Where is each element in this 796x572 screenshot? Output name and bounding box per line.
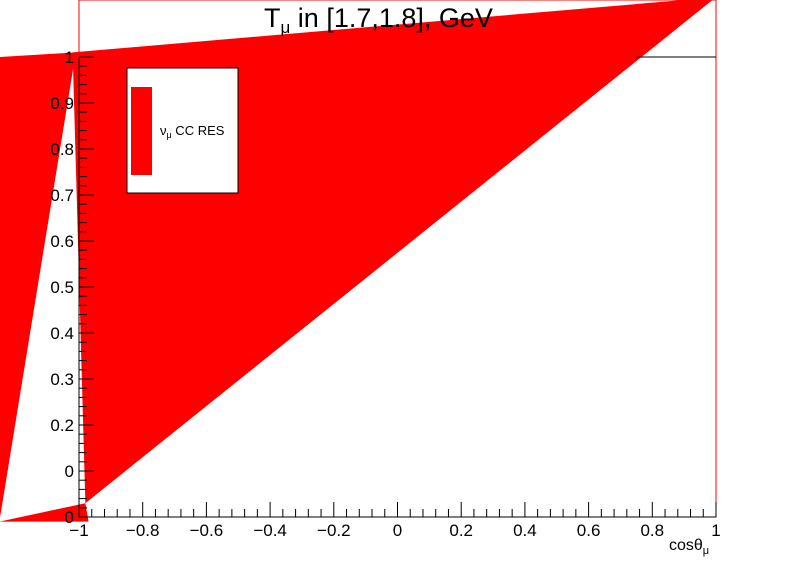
y-tick-label: 0.4 xyxy=(50,324,74,343)
legend: νμ CC RES xyxy=(126,67,239,194)
x-tick-label: 0.4 xyxy=(513,521,537,540)
y-tick-label: 0.7 xyxy=(50,186,74,205)
x-tick-label: −0.6 xyxy=(190,521,224,540)
y-tick-label: 1 xyxy=(65,48,74,67)
y-tick-label: 0.6 xyxy=(50,232,74,251)
y-tick-label: 0 xyxy=(65,462,74,481)
x-axis-label: cosθμ xyxy=(669,537,709,557)
x-tick-label: 0.2 xyxy=(449,521,473,540)
x-tick-label: −1 xyxy=(69,521,88,540)
x-tick-label: −0.2 xyxy=(317,521,351,540)
y-tick-label: 0.8 xyxy=(50,140,74,159)
chart-title: Tμ in [1.7,1.8], GeV xyxy=(264,3,493,37)
y-tick-label: 0.3 xyxy=(50,370,74,389)
series-fills xyxy=(0,0,713,522)
legend-swatch xyxy=(131,87,152,175)
x-tick-label: 1 xyxy=(711,521,720,540)
series-fill-0 xyxy=(0,52,76,518)
y-tick-label: 0.5 xyxy=(50,278,74,297)
y-ticks: 0 0 0.2 0.3 0.4 0.5 0.6 0.7 0.8 0.9 1 xyxy=(50,48,94,527)
x-tick-label: 0.8 xyxy=(640,521,664,540)
x-tick-label: −0.4 xyxy=(253,521,287,540)
y-tick-label: 0 xyxy=(65,508,74,527)
x-tick-label: 0.6 xyxy=(577,521,601,540)
series-fill-2 xyxy=(0,503,89,522)
x-tick-label: −0.8 xyxy=(126,521,160,540)
x-ticks: −1 −0.8 −0.6 −0.4 −0.2 0 0.2 0.4 0.6 0.8 1 xyxy=(69,502,721,540)
y-tick-label: 0.9 xyxy=(50,94,74,113)
y-tick-label: 0.2 xyxy=(50,416,74,435)
legend-label: νμ CC RES xyxy=(160,123,225,140)
x-tick-label: 0 xyxy=(393,521,402,540)
